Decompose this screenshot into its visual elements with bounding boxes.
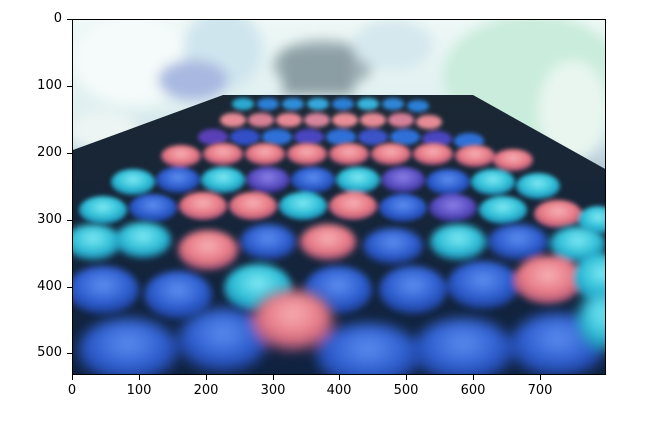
x-tick-label: 0 <box>67 383 77 398</box>
y-tick <box>67 86 72 87</box>
x-tick-label: 100 <box>126 383 152 398</box>
macaron-foreground <box>78 290 605 374</box>
x-tick <box>473 375 474 380</box>
y-tick-label: 100 <box>37 78 62 93</box>
x-tick <box>206 375 207 380</box>
x-tick <box>139 375 140 380</box>
y-tick-label: 300 <box>37 212 62 227</box>
x-tick <box>406 375 407 380</box>
inverted-color-photo <box>73 20 605 374</box>
x-tick <box>72 375 73 380</box>
x-tick-label: 600 <box>460 383 486 398</box>
y-tick <box>67 19 72 20</box>
x-tick-label: 700 <box>527 383 553 398</box>
y-tick <box>67 353 72 354</box>
x-tick-label: 300 <box>260 383 286 398</box>
x-tick <box>540 375 541 380</box>
x-tick-label: 200 <box>193 383 219 398</box>
x-tick <box>339 375 340 380</box>
y-tick <box>67 287 72 288</box>
macaron-mid-rows <box>79 143 605 234</box>
x-tick-label: 500 <box>393 383 419 398</box>
y-tick-label: 400 <box>37 279 62 294</box>
y-tick-label: 500 <box>37 345 62 360</box>
x-tick <box>273 375 274 380</box>
x-tick-label: 400 <box>326 383 352 398</box>
y-tick <box>67 153 72 154</box>
y-tick-label: 200 <box>37 145 62 160</box>
image-axes <box>72 19 606 375</box>
y-tick <box>67 220 72 221</box>
y-tick-label: 0 <box>53 11 62 26</box>
macaron-far-rows <box>198 98 484 149</box>
